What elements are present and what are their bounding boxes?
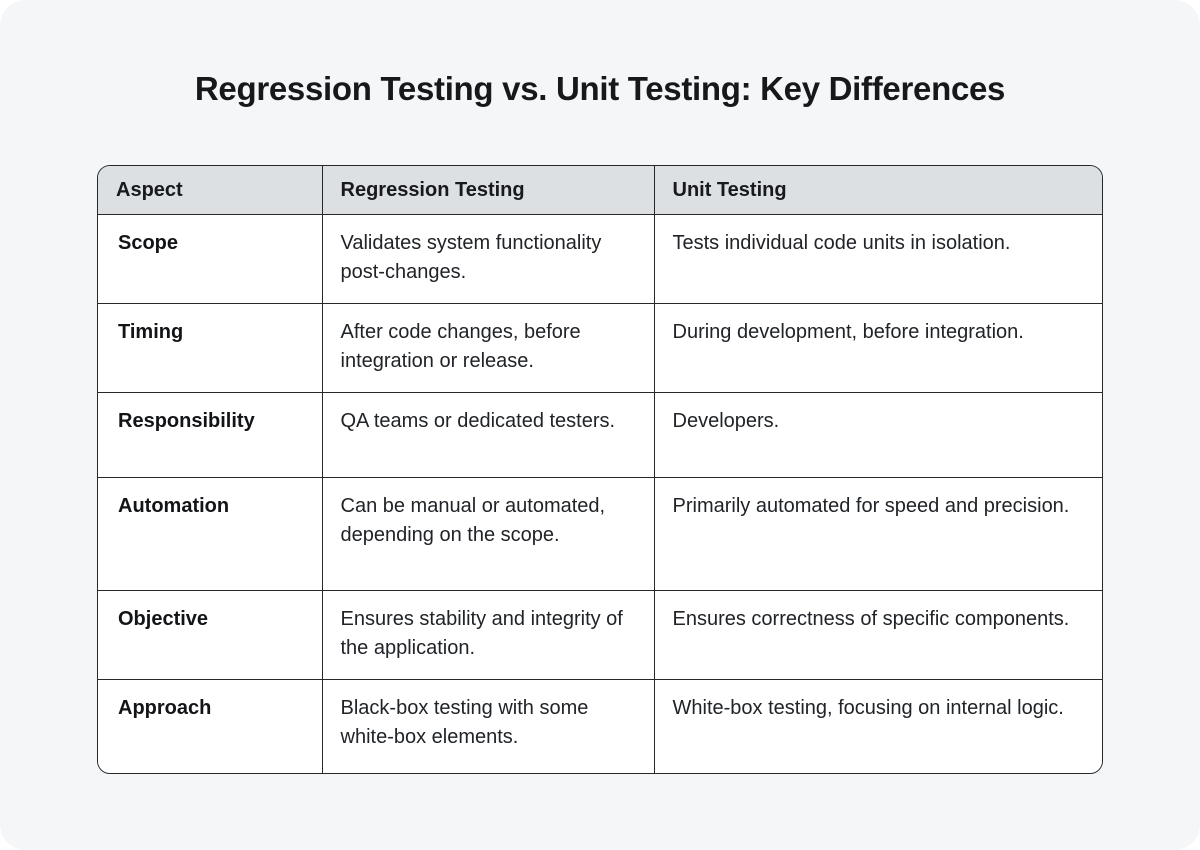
- row-label-approach: Approach: [98, 679, 323, 773]
- regression-cell-timing: After code changes, before integration o…: [322, 303, 655, 393]
- column-header-aspect: Aspect: [98, 166, 323, 215]
- table-row: Objective Ensures stability and integrit…: [98, 590, 1102, 680]
- comparison-table-grid: Aspect Regression Testing Unit Testing S…: [98, 166, 1102, 773]
- regression-cell-responsibility: QA teams or dedicated testers.: [322, 392, 655, 478]
- unit-cell-objective: Ensures correctness of specific componen…: [654, 590, 1102, 680]
- table-row: Approach Black-box testing with some whi…: [98, 679, 1102, 773]
- page-title: Regression Testing vs. Unit Testing: Key…: [194, 70, 1006, 107]
- row-label-objective: Objective: [98, 590, 323, 680]
- comparison-table: Aspect Regression Testing Unit Testing S…: [97, 165, 1103, 774]
- row-label-timing: Timing: [98, 303, 323, 393]
- column-header-unit-testing: Unit Testing: [654, 166, 1102, 215]
- row-label-responsibility: Responsibility: [98, 392, 323, 478]
- row-label-automation: Automation: [98, 477, 323, 591]
- regression-cell-automation: Can be manual or automated, depending on…: [322, 477, 655, 591]
- unit-cell-scope: Tests individual code units in isolation…: [654, 214, 1102, 304]
- regression-cell-objective: Ensures stability and integrity of the a…: [322, 590, 655, 680]
- unit-cell-automation: Primarily automated for speed and precis…: [654, 477, 1102, 591]
- table-row: Timing After code changes, before integr…: [98, 303, 1102, 393]
- table-header-row: Aspect Regression Testing Unit Testing: [98, 166, 1102, 215]
- unit-cell-responsibility: Developers.: [654, 392, 1102, 478]
- column-header-regression-testing: Regression Testing: [322, 166, 655, 215]
- regression-cell-scope: Validates system functionality post-chan…: [322, 214, 655, 304]
- unit-cell-timing: During development, before integration.: [654, 303, 1102, 393]
- table-row: Scope Validates system functionality pos…: [98, 214, 1102, 304]
- table-row: Responsibility QA teams or dedicated tes…: [98, 392, 1102, 478]
- table-row: Automation Can be manual or automated, d…: [98, 477, 1102, 591]
- row-label-scope: Scope: [98, 214, 323, 304]
- regression-cell-approach: Black-box testing with some white-box el…: [322, 679, 655, 773]
- unit-cell-approach: White-box testing, focusing on internal …: [654, 679, 1102, 773]
